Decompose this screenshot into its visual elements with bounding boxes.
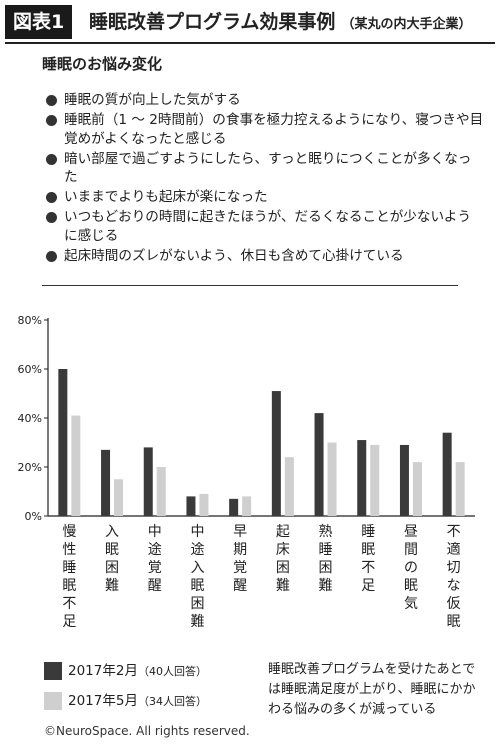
bullet-item: いままでよりも起床が楽になった bbox=[44, 188, 484, 207]
x-category-label: 起床困難 bbox=[276, 524, 290, 594]
bar-feb bbox=[399, 444, 409, 516]
figure-title: 睡眠改善プログラム効果事例 bbox=[89, 11, 336, 33]
bar-may bbox=[370, 444, 380, 516]
bar-may bbox=[71, 415, 81, 516]
x-category-label: 早期覚醒 bbox=[233, 524, 247, 594]
x-category-label: 慢性睡眠不足 bbox=[62, 523, 76, 630]
bar-may bbox=[242, 496, 252, 516]
legend-item-feb: 2017年2月（40人回答） bbox=[44, 660, 264, 684]
bar-may bbox=[412, 462, 422, 516]
bar-feb bbox=[442, 432, 452, 516]
section-heading: 睡眠のお悩み変化 bbox=[42, 55, 163, 73]
legend-label-feb: 2017年2月 bbox=[68, 663, 138, 679]
bullet-list: 睡眠の質が向上した気がする 睡眠前（1 〜 2時間前）の食事を極力控えるようにな… bbox=[44, 91, 484, 267]
figure-header: 図表1 睡眠改善プログラム効果事例 （某丸の内大手企業） bbox=[5, 5, 495, 41]
y-tick-label: 0% bbox=[25, 510, 42, 523]
bar-feb bbox=[314, 413, 324, 516]
bar-may bbox=[327, 442, 337, 516]
header-divider bbox=[5, 42, 495, 44]
x-category-label: 中途入眠困難 bbox=[190, 524, 204, 630]
figure-label: 図表1 bbox=[5, 5, 73, 39]
bar-feb bbox=[357, 440, 367, 516]
y-tick-label: 40% bbox=[18, 412, 42, 425]
bar-feb bbox=[58, 369, 68, 516]
y-tick-label: 20% bbox=[18, 461, 42, 474]
bar-feb bbox=[186, 496, 196, 516]
bar-may bbox=[455, 462, 465, 516]
figure-subtitle: （某丸の内大手企業） bbox=[341, 17, 472, 32]
chart-note: 睡眠改善プログラムを受けたあとでは睡眠満足度が上がり、睡眠にかかわる悩みの多くが… bbox=[268, 662, 476, 717]
x-category-label: 熟睡困難 bbox=[319, 524, 333, 594]
legend-swatch-may bbox=[44, 692, 62, 710]
bar-feb bbox=[143, 447, 153, 516]
bullet-item: 暗い部屋で過ごすようにしたら、すっと眠りにつくことが多くなった bbox=[44, 150, 484, 187]
legend-item-may: 2017年5月（34人回答） bbox=[44, 690, 264, 714]
bar-feb bbox=[271, 391, 281, 516]
bar-may bbox=[114, 479, 124, 516]
bullet-item: 起床時間のズレがないよう、休日も含めて心掛けている bbox=[44, 247, 484, 266]
legend-note-may: （34人回答） bbox=[137, 695, 207, 708]
x-category-label: 入眠困難 bbox=[105, 524, 119, 594]
bar-feb bbox=[101, 449, 111, 516]
x-category-label: 睡眠不足 bbox=[361, 524, 375, 594]
copyright: ©NeuroSpace. All rights reserved. bbox=[44, 724, 250, 738]
y-tick-label: 80% bbox=[18, 314, 42, 327]
legend-label-may: 2017年5月 bbox=[68, 693, 138, 709]
legend-swatch-feb bbox=[44, 662, 62, 680]
section-divider bbox=[42, 285, 458, 286]
x-category-label: 中途覚醒 bbox=[148, 524, 162, 594]
legend: 2017年2月（40人回答） 2017年5月（34人回答） bbox=[44, 660, 264, 720]
bar-may bbox=[156, 467, 166, 516]
bar-may bbox=[284, 457, 294, 516]
bar-may bbox=[199, 493, 209, 516]
y-tick-label: 60% bbox=[18, 363, 42, 376]
legend-note-feb: （40人回答） bbox=[137, 665, 207, 678]
bullet-item: 睡眠前（1 〜 2時間前）の食事を極力控えるようになり、寝つきや目覚めがよくなっ… bbox=[44, 111, 484, 148]
bullet-item: 睡眠の質が向上した気がする bbox=[44, 91, 484, 110]
bar-feb bbox=[229, 498, 239, 516]
figure-title-line: 睡眠改善プログラム効果事例 （某丸の内大手企業） bbox=[89, 9, 471, 38]
bullet-item: いつもどおりの時間に起きたほうが、だるくなることが少ないように感じる bbox=[44, 208, 484, 245]
x-category-label: 昼間の眠気 bbox=[404, 524, 418, 612]
x-category-label: 不適切な仮眠 bbox=[447, 524, 461, 630]
bar-chart: 0% 20% 40% 60% 80% 慢性睡眠不足 入眠困難 中途覚醒 中途入眠困難 早期覚醒 起床… bbox=[18, 314, 475, 630]
